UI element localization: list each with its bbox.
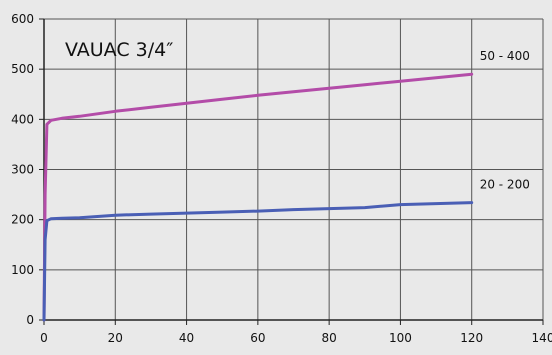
tick-labels: 0 20 40 60 80 100 120 140 0 100 200 300 400 500 600 — [11, 12, 552, 345]
x-tick-label: 40 — [179, 331, 194, 345]
y-tick-label: 100 — [11, 263, 34, 277]
series-line-0 — [42, 72, 474, 322]
y-tick-label: 0 — [26, 313, 34, 327]
grid — [44, 18, 544, 320]
x-tick-label: 60 — [250, 331, 265, 345]
series-lines — [42, 72, 474, 322]
x-tick-label: 120 — [460, 331, 483, 345]
y-tick-label: 200 — [11, 213, 34, 227]
series-labels: 50 - 400 20 - 200 — [480, 49, 530, 191]
y-tick-label: 600 — [11, 12, 34, 26]
series-line-1 — [42, 201, 474, 322]
chart-title: VAUAC 3/4″ — [65, 39, 173, 61]
x-tick-label: 20 — [108, 331, 123, 345]
x-tick-label: 100 — [389, 331, 412, 345]
series-label-1: 20 - 200 — [480, 178, 530, 192]
y-tick-label: 300 — [11, 163, 34, 177]
axes — [39, 18, 544, 325]
x-tick-label: 140 — [532, 331, 552, 345]
y-tick-label: 500 — [11, 62, 34, 76]
x-tick-label: 0 — [40, 331, 48, 345]
series-label-0: 50 - 400 — [480, 49, 530, 63]
x-tick-label: 80 — [322, 331, 337, 345]
y-tick-label: 400 — [11, 112, 34, 126]
